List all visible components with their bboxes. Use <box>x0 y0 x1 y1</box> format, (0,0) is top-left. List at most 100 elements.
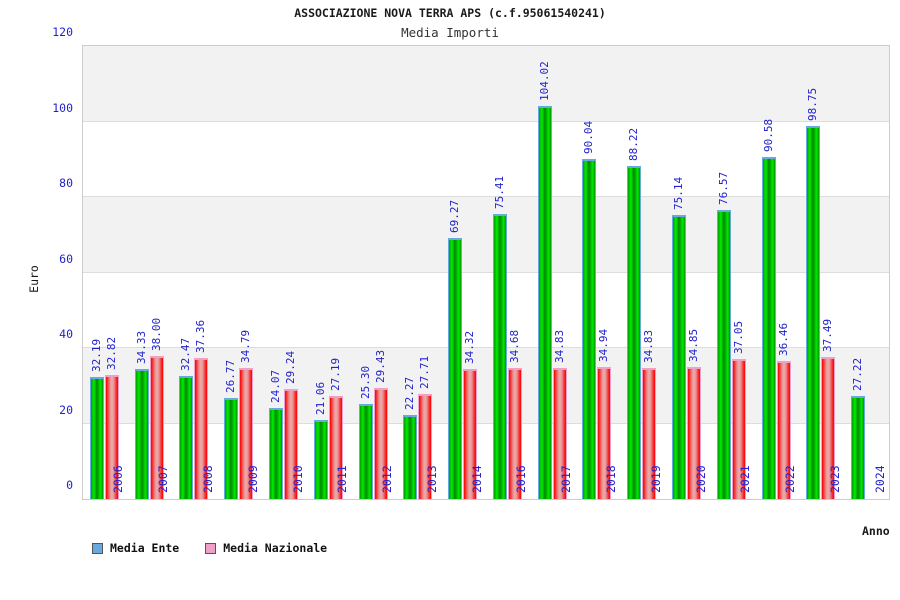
legend-label: Media Nazionale <box>223 541 328 555</box>
chart-legend: Media Ente Media Nazionale <box>92 541 327 555</box>
legend-entry[interactable]: Media Nazionale <box>205 541 327 555</box>
bar[interactable] <box>313 419 328 499</box>
bar-value-label: 32.19 <box>89 339 103 373</box>
x-tick-label: 2012 <box>380 465 395 493</box>
bar[interactable] <box>597 367 612 499</box>
bar-value-label: 25.30 <box>358 365 372 399</box>
bar[interactable] <box>403 414 418 499</box>
bar-value-label: 29.43 <box>373 349 387 383</box>
chart-title: ASSOCIAZIONE NOVA TERRA APS (c.f.9506154… <box>294 6 606 20</box>
bar-value-label: 29.24 <box>284 350 297 384</box>
bar[interactable] <box>418 394 433 499</box>
bar-value-label: 75.41 <box>492 176 506 210</box>
gridline <box>83 271 889 273</box>
bar[interactable] <box>104 375 119 499</box>
bar[interactable] <box>716 209 731 499</box>
y-tick-label: 60 <box>59 251 73 266</box>
plot-band <box>83 197 889 273</box>
plot-area: 0 20 40 60 80 100 120 32.19 32.82 34.33 38.00 32.4… <box>52 25 890 500</box>
legend-label: Media Ente <box>110 541 180 555</box>
bar[interactable] <box>552 367 567 499</box>
bar[interactable] <box>134 369 149 499</box>
x-tick-label: 2021 <box>738 465 753 493</box>
x-tick-label: 2011 <box>335 465 350 493</box>
bar-value-label: 27.19 <box>328 358 342 392</box>
bar[interactable] <box>642 367 657 499</box>
bar[interactable] <box>806 126 821 499</box>
plot-band <box>83 46 889 122</box>
x-tick-label: 2013 <box>424 465 439 493</box>
bar[interactable] <box>731 359 746 499</box>
x-tick-label: 2007 <box>156 465 171 493</box>
bar-value-label: 98.75 <box>806 88 820 122</box>
bar[interactable] <box>687 367 701 499</box>
bar-value-label: 36.46 <box>776 323 790 357</box>
bar-value-label: 32.47 <box>179 338 193 372</box>
y-tick-label: 0 <box>66 478 73 492</box>
bar-value-label: 34.94 <box>597 328 611 363</box>
y-tick-label: 80 <box>59 176 73 190</box>
bar[interactable] <box>761 157 776 499</box>
bar[interactable] <box>89 377 104 499</box>
y-tick-label: 120 <box>52 25 73 39</box>
bar[interactable] <box>492 214 507 499</box>
bar[interactable] <box>582 159 597 499</box>
legend-entry[interactable]: Media Ente <box>92 541 179 555</box>
bar-value-label: 26.77 <box>224 359 238 393</box>
x-tick-label: 2016 <box>514 465 529 493</box>
bar[interactable] <box>358 403 373 499</box>
bar-value-label: 21.06 <box>313 381 327 415</box>
bar-value-label: 37.49 <box>821 319 835 353</box>
x-tick-label: 2022 <box>783 465 798 493</box>
bar[interactable] <box>149 355 164 499</box>
bar[interactable] <box>224 397 239 499</box>
y-tick-label: 40 <box>59 327 73 341</box>
bar[interactable] <box>179 376 194 499</box>
bar-value-label: 34.68 <box>507 329 521 364</box>
bar[interactable] <box>239 367 254 499</box>
bar[interactable] <box>507 368 522 499</box>
bar-value-label: 37.05 <box>731 321 745 355</box>
bar[interactable] <box>672 215 686 499</box>
bar[interactable] <box>448 237 463 499</box>
gridline <box>83 347 889 348</box>
bar-value-label: 32.82 <box>104 336 118 371</box>
bar[interactable] <box>269 408 283 499</box>
x-tick-label: 2009 <box>245 465 260 493</box>
x-tick-label: 2014 <box>469 465 484 493</box>
bar[interactable] <box>851 396 866 499</box>
plot-band <box>83 348 889 424</box>
bar[interactable] <box>627 165 642 499</box>
bar-value-label: 27.71 <box>418 356 432 390</box>
bar-value-label: 90.58 <box>761 118 775 153</box>
bar-value-label: 27.22 <box>851 358 865 392</box>
bar-value-label: 34.33 <box>134 331 148 365</box>
x-tick-label: 2024 <box>872 465 887 493</box>
bar-value-label: 34.85 <box>687 329 700 363</box>
x-tick-label: 2008 <box>200 465 215 493</box>
chart-subtitle: Media Importi <box>401 25 499 40</box>
gridline <box>83 120 889 122</box>
bar[interactable] <box>463 369 478 499</box>
bar-value-label: 24.07 <box>269 370 282 404</box>
x-tick-label: 2017 <box>559 465 574 493</box>
bar[interactable] <box>373 387 388 499</box>
x-tick-label: 2020 <box>693 465 708 493</box>
x-axis-label: Anno <box>862 524 890 538</box>
bar-value-label: 37.36 <box>194 319 208 353</box>
bar[interactable] <box>821 357 836 499</box>
gridline <box>83 422 889 424</box>
bar[interactable] <box>284 388 298 499</box>
legend-swatch <box>92 542 103 554</box>
gridline <box>83 196 889 197</box>
bar-value-label: 75.14 <box>672 177 685 211</box>
bar-value-label: 69.27 <box>448 199 462 233</box>
bar[interactable] <box>537 106 552 499</box>
bar-value-label: 34.32 <box>463 331 477 365</box>
x-tick-label: 2010 <box>290 465 305 493</box>
bar[interactable] <box>194 357 209 499</box>
bar[interactable] <box>776 361 791 499</box>
bar-value-label: 34.83 <box>642 329 656 363</box>
bar-value-label: 34.83 <box>552 329 566 363</box>
bar[interactable] <box>328 396 343 499</box>
